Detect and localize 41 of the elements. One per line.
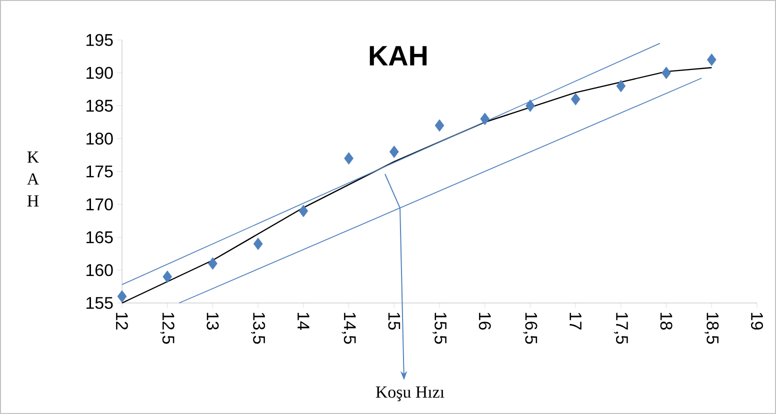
x-tick-label: 19 bbox=[751, 312, 764, 330]
x-axis-title: Koşu Hızı bbox=[376, 386, 444, 402]
point bbox=[434, 119, 444, 132]
x-tick-label: 13 bbox=[206, 312, 219, 330]
y-tick-label: 155 bbox=[86, 297, 113, 309]
x-tick-label: 14,5 bbox=[342, 312, 356, 344]
x-tick-label: 16 bbox=[478, 312, 491, 330]
x-tick-label: 17,5 bbox=[614, 312, 628, 344]
point bbox=[162, 270, 172, 283]
point bbox=[253, 238, 263, 250]
y-tick-label: 195 bbox=[86, 34, 113, 46]
point bbox=[208, 257, 218, 270]
chart-title: KAH bbox=[370, 46, 427, 66]
x-tick-label: 12 bbox=[116, 312, 128, 330]
point bbox=[662, 66, 671, 80]
x-tick-label: 15,5 bbox=[432, 312, 446, 344]
point bbox=[298, 204, 308, 218]
x-tick-label: 12,5 bbox=[160, 312, 174, 344]
y-tick-label: 170 bbox=[86, 198, 113, 210]
y-tick-label: 175 bbox=[86, 166, 113, 178]
point bbox=[117, 290, 127, 303]
point bbox=[480, 112, 490, 126]
y-tick-label: 185 bbox=[86, 100, 113, 112]
x-tick-label: 18 bbox=[660, 312, 672, 330]
y-tick-label: 160 bbox=[86, 264, 113, 276]
x-tick-label: 14 bbox=[298, 312, 310, 330]
y-tick-label: 165 bbox=[86, 231, 113, 244]
x-tick-label: 15 bbox=[388, 312, 400, 330]
x-tick-label: 17 bbox=[570, 312, 582, 330]
point bbox=[526, 100, 535, 112]
point bbox=[570, 92, 580, 106]
point bbox=[389, 146, 399, 158]
x-tick-label: 13,5 bbox=[251, 312, 266, 344]
x-tick-label: 18,5 bbox=[704, 312, 719, 344]
point bbox=[616, 80, 626, 92]
x-tick-label: 16,5 bbox=[523, 312, 538, 344]
y-axis-title: K A H bbox=[27, 152, 39, 206]
point bbox=[344, 152, 354, 165]
y-tick-label: 180 bbox=[86, 132, 113, 145]
y-tick-label: 190 bbox=[86, 66, 113, 79]
point bbox=[706, 54, 716, 66]
